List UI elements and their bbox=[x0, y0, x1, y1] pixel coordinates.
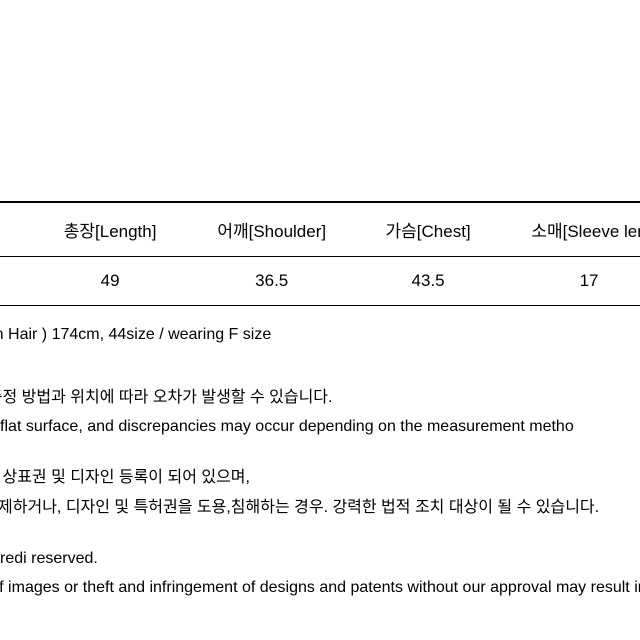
table-header-row: m) 총장[Length] 어깨[Shoulder] 가슴[Chest] 소매[… bbox=[0, 202, 640, 257]
header-unit: m) bbox=[0, 202, 35, 257]
header-chest: 가슴[Chest] bbox=[358, 202, 498, 257]
cell-sleeve: 17 bbox=[498, 257, 640, 306]
notice2-ko2: 이미지를 복제하거나, 디자인 및 특허권을 도용,침해하는 경우. 강력한 법… bbox=[0, 494, 640, 521]
table-data-row: REE 49 36.5 43.5 17 bbox=[0, 257, 640, 306]
header-shoulder: 어깨[Shoulder] bbox=[185, 202, 358, 257]
notice1-en: sured on a flat surface, and discrepanci… bbox=[0, 413, 640, 440]
size-table: m) 총장[Length] 어깨[Shoulder] 가슴[Chest] 소매[… bbox=[0, 201, 640, 306]
copyright-notice-ko: 모든 상품은 상표권 및 디자인 등록이 되어 있으며, 이미지를 복제하거나,… bbox=[0, 464, 640, 520]
cell-shoulder: 36.5 bbox=[185, 257, 358, 306]
cell-size: REE bbox=[0, 257, 35, 306]
notice2-ko1: 모든 상품은 상표권 및 디자인 등록이 되어 있으며, bbox=[0, 464, 640, 491]
notice1-ko: 기준이며, 측정 방법과 위치에 따라 오차가 발생할 수 있습니다. bbox=[0, 384, 640, 411]
header-length: 총장[Length] bbox=[35, 202, 186, 257]
cell-length: 49 bbox=[35, 257, 186, 306]
model-info: Dark Brown Hair ) 174cm, 44size / wearin… bbox=[0, 326, 640, 344]
header-sleeve: 소매[Sleeve len bbox=[498, 202, 640, 257]
copyright-notice-en: Mardi Mercredi reserved. roduction of im… bbox=[0, 545, 640, 601]
cell-chest: 43.5 bbox=[358, 257, 498, 306]
notice3-en2: roduction of images or theft and infring… bbox=[0, 574, 640, 601]
measurement-notice: 기준이며, 측정 방법과 위치에 따라 오차가 발생할 수 있습니다. sure… bbox=[0, 384, 640, 440]
material-text: 100% bbox=[0, 100, 640, 121]
notice3-en1: Mardi Mercredi reserved. bbox=[0, 545, 640, 572]
